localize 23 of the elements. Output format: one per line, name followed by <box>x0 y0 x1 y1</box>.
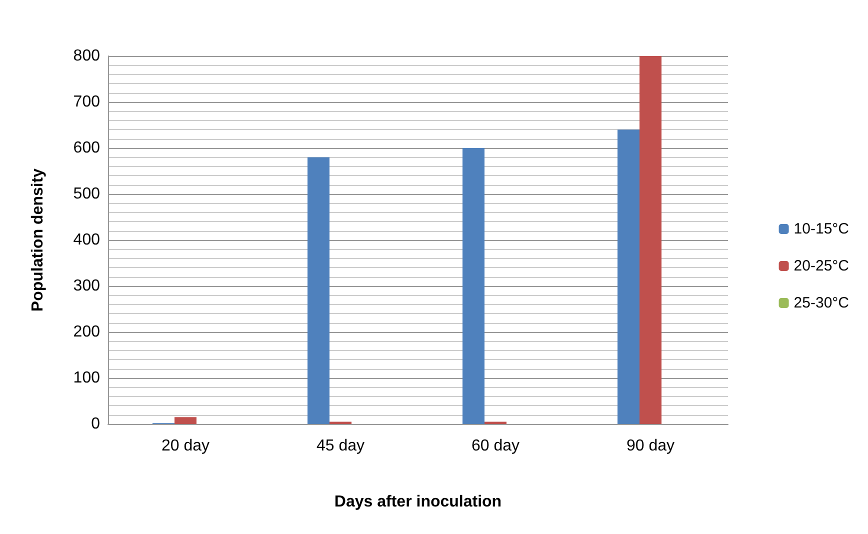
legend-label: 20-25°C <box>794 258 850 274</box>
x-axis-title: Days after inoculation <box>334 494 502 510</box>
legend-label: 25-30°C <box>794 294 850 312</box>
y-tick-label: 100 <box>73 370 100 386</box>
bar <box>640 56 662 424</box>
y-tick-label: 200 <box>73 324 100 340</box>
y-axis-title: Population density <box>30 168 46 312</box>
x-tick-label: 90 day <box>626 438 675 454</box>
bar <box>174 417 196 424</box>
bar <box>462 148 484 424</box>
x-tick-label: 60 day <box>471 438 520 454</box>
y-tick-label: 700 <box>73 94 100 110</box>
y-tick-label: 400 <box>73 232 100 248</box>
bar <box>618 130 640 424</box>
y-tick-label: 0 <box>91 416 100 432</box>
x-tick-label: 20 day <box>161 438 210 454</box>
y-tick-label: 800 <box>73 48 100 64</box>
x-tick-label: 45 day <box>316 438 365 454</box>
legend-label: 10-15°C <box>794 220 850 238</box>
bar <box>308 157 330 424</box>
y-tick-label: 300 <box>73 278 100 294</box>
y-tick-label: 600 <box>73 140 100 156</box>
y-tick-label: 500 <box>73 186 100 202</box>
